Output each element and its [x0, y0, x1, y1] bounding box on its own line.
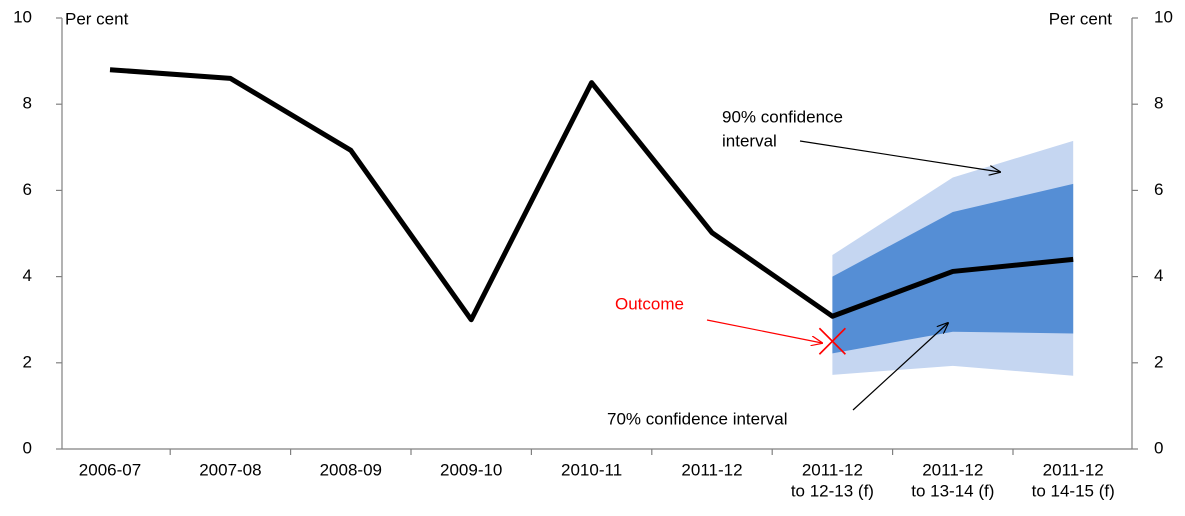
- y2-axis-label: Per cent: [1049, 9, 1113, 28]
- y2-tick-label: 2: [1154, 352, 1163, 371]
- arrow: [799, 140, 1000, 172]
- y-tick-label: 2: [23, 352, 32, 371]
- y-axis-label: Per cent: [65, 9, 129, 28]
- y-tick-label: 4: [23, 266, 32, 285]
- bands: [832, 140, 1074, 376]
- y2-tick-label: 6: [1154, 180, 1163, 199]
- x-tick-label: 2007-08: [199, 460, 261, 479]
- x-tick-label: to 14-15 (f): [1032, 481, 1115, 500]
- line: [109, 67, 1074, 323]
- y-tick-label: 10: [13, 7, 32, 26]
- outcome-label: Outcome: [615, 294, 684, 313]
- annotation: interval: [722, 131, 777, 150]
- x-tick-label: 2011-12: [1043, 460, 1104, 479]
- outcome-marker: [818, 327, 846, 355]
- y-tick-label: 8: [23, 94, 32, 113]
- x-tick-label: 2011-12: [681, 460, 742, 479]
- x-tick-label: 2011-12: [922, 460, 983, 479]
- y2-tick-label: 10: [1154, 7, 1173, 26]
- annotation: 70% confidence interval: [607, 409, 788, 428]
- x-tick-label: 2009-10: [440, 460, 502, 479]
- confidence-band: [832, 183, 1074, 354]
- arrow: [706, 319, 822, 343]
- x-tick-label: 2011-12: [802, 460, 863, 479]
- y-tick-label: 6: [23, 180, 32, 199]
- x-tick-label: 2010-11: [561, 460, 622, 479]
- x-tick-label: to 12-13 (f): [791, 481, 874, 500]
- arrow: [852, 323, 948, 411]
- plot: [56, 17, 1138, 455]
- annotation: 90% confidence: [722, 107, 843, 126]
- x-tick-label: 2008-09: [320, 460, 382, 479]
- y2-tick-label: 4: [1154, 266, 1163, 285]
- x-tick-label: to 13-14 (f): [911, 481, 994, 500]
- x-tick-label: 2006-07: [79, 460, 141, 479]
- y-tick-label: 0: [23, 438, 32, 457]
- y2-tick-label: 8: [1154, 94, 1163, 113]
- y2-tick-label: 0: [1154, 438, 1163, 457]
